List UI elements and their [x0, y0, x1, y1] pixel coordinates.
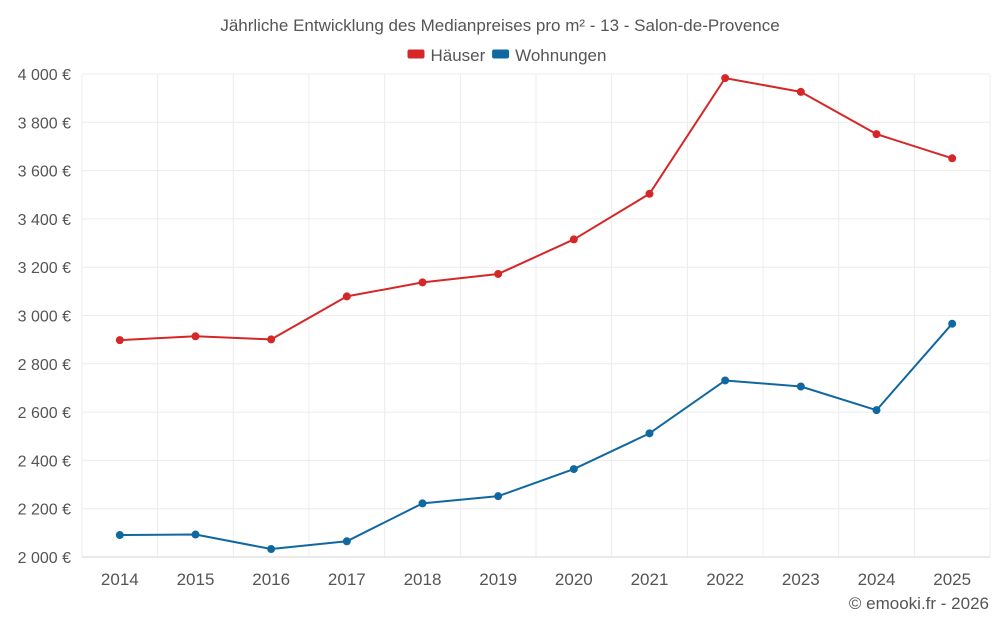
series-line-houses: [119, 77, 953, 342]
x-tick-label: 2018: [404, 570, 442, 589]
y-tick-label: 3 600 €: [18, 164, 71, 181]
legend-swatch: [407, 49, 425, 59]
x-tick-label: 2015: [177, 570, 215, 589]
data-point-houses[interactable]: [645, 189, 654, 198]
series-apartments: [115, 319, 957, 554]
x-tick-label: 2025: [933, 570, 971, 589]
data-point-houses[interactable]: [115, 336, 124, 345]
data-point-houses[interactable]: [721, 74, 730, 83]
data-point-apartments[interactable]: [342, 537, 351, 546]
x-tick-label: 2020: [555, 570, 593, 589]
x-tick-label: 2023: [782, 570, 820, 589]
data-point-apartments[interactable]: [721, 376, 730, 385]
legend-label: Häuser: [431, 46, 486, 65]
x-tick-label: 2017: [328, 570, 366, 589]
footer-credit: © emooki.fr - 2026: [849, 594, 989, 613]
x-tick-label: 2024: [858, 570, 896, 589]
data-point-houses[interactable]: [267, 335, 276, 344]
data-point-houses[interactable]: [796, 87, 805, 96]
legend-item-houses[interactable]: Häuser: [407, 46, 486, 65]
y-tick-label: 3 200 €: [18, 260, 71, 277]
series-line-apartments: [119, 323, 953, 551]
data-point-apartments[interactable]: [418, 499, 427, 508]
data-point-apartments[interactable]: [191, 530, 200, 539]
data-point-houses[interactable]: [872, 130, 881, 139]
x-axis-tick-labels: 2014 2015 2016 2017 2018 2019 2020 2021 2022 2023…: [101, 570, 971, 589]
x-tick-label: 2019: [479, 570, 517, 589]
data-point-apartments[interactable]: [796, 382, 805, 391]
x-tick-label: 2016: [252, 570, 290, 589]
data-point-apartments[interactable]: [645, 429, 654, 438]
y-axis-tick-labels: 2 000 € 2 200 € 2 400 € 2 600 € 2 800 € 3 000…: [18, 67, 71, 567]
x-tick-label: 2022: [706, 570, 744, 589]
legend-item-apartments[interactable]: Wohnungen: [492, 46, 606, 65]
data-point-houses[interactable]: [948, 154, 957, 163]
data-point-apartments[interactable]: [872, 406, 881, 415]
x-tick-label: 2014: [101, 570, 139, 589]
x-tick-label: 2021: [631, 570, 669, 589]
data-point-houses[interactable]: [191, 332, 200, 341]
y-tick-label: 2 400 €: [18, 453, 71, 470]
legend[interactable]: Häuser Wohnungen: [407, 46, 607, 65]
y-tick-label: 3 400 €: [18, 212, 71, 229]
series-layer: [115, 74, 957, 554]
legend-label: Wohnungen: [515, 46, 606, 65]
y-tick-label: 4 000 €: [18, 67, 71, 84]
y-tick-label: 2 200 €: [18, 502, 71, 519]
data-point-apartments[interactable]: [569, 465, 578, 474]
y-tick-label: 2 800 €: [18, 357, 71, 374]
y-tick-label: 3 000 €: [18, 309, 71, 326]
data-point-houses[interactable]: [418, 278, 427, 287]
data-point-houses[interactable]: [494, 269, 503, 278]
data-point-apartments[interactable]: [494, 492, 503, 501]
data-point-houses[interactable]: [342, 292, 351, 301]
data-point-apartments[interactable]: [115, 531, 124, 540]
data-point-apartments[interactable]: [267, 545, 276, 554]
y-tick-label: 2 600 €: [18, 405, 71, 422]
series-houses: [115, 74, 957, 345]
legend-swatch: [492, 49, 510, 59]
y-tick-label: 3 800 €: [18, 115, 71, 132]
y-tick-label: 2 000 €: [18, 550, 71, 567]
chart-title: Jährliche Entwicklung des Medianpreises …: [220, 16, 779, 35]
data-point-apartments[interactable]: [948, 319, 957, 328]
data-point-houses[interactable]: [569, 235, 578, 244]
